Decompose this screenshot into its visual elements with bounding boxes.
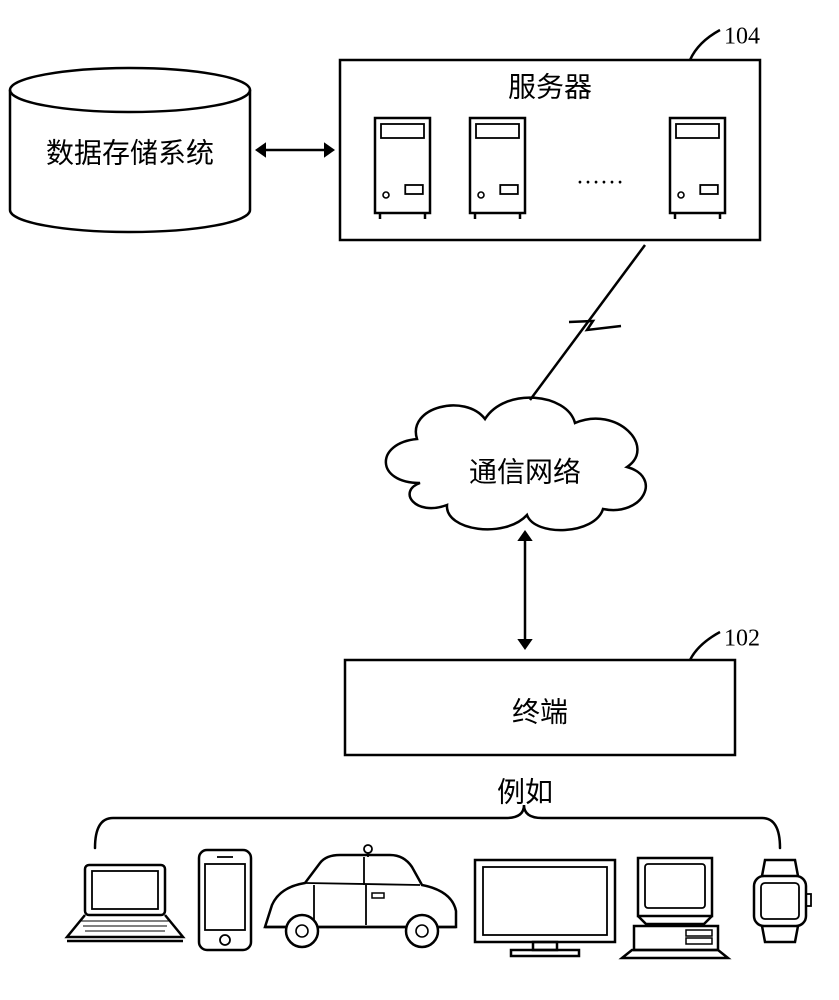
devices-row (67, 845, 811, 958)
arrowhead-icon (255, 142, 266, 157)
arrowhead-icon (324, 142, 335, 157)
arrowhead-icon (517, 639, 532, 650)
ref-102: 102 (724, 626, 760, 652)
ref-leader-104 (690, 30, 720, 60)
example-label: 例如 (497, 776, 553, 808)
smartwatch-icon (754, 860, 811, 942)
smartphone-icon (199, 850, 251, 950)
car-icon (265, 845, 456, 947)
server-ellipsis: …… (576, 164, 624, 190)
storage-label: 数据存储系统 (46, 137, 214, 169)
laptop-icon (67, 865, 183, 941)
network-label: 通信网络 (469, 456, 581, 488)
server-label: 服务器 (508, 71, 592, 103)
server-unit-icon (375, 118, 430, 219)
server-unit-icon (670, 118, 725, 219)
brace-icon (95, 805, 780, 848)
lightning-icon (569, 321, 621, 330)
wireless-link-line (530, 245, 645, 400)
terminal-label: 终端 (512, 696, 568, 728)
ref-104: 104 (724, 24, 760, 50)
desktop-icon (622, 858, 728, 958)
server-unit-icon (470, 118, 525, 219)
ref-leader-102 (690, 632, 720, 660)
arrowhead-icon (517, 530, 532, 541)
monitor-icon (475, 860, 615, 956)
